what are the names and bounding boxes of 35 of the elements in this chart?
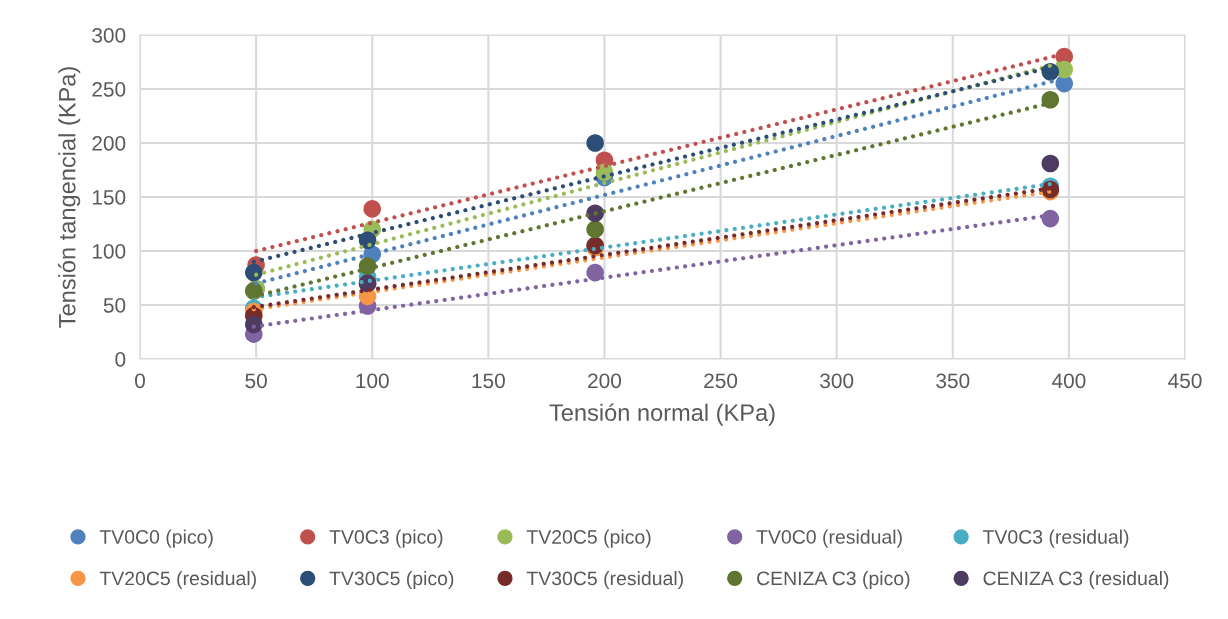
x-tick-label: 300 — [820, 373, 854, 389]
x-tick-label: 0 — [135, 373, 145, 389]
y-tick-label: 100 — [92, 244, 126, 259]
x-tick-label: 450 — [1168, 373, 1202, 389]
legend-label: TV30C5 (residual) — [526, 570, 683, 590]
point — [1041, 154, 1060, 173]
legend-label: TV0C3 (residual) — [982, 529, 1129, 548]
point — [363, 200, 382, 218]
legend-label: CENIZA C3 (residual) — [983, 570, 1169, 590]
y-tick-label: 300 — [92, 28, 126, 43]
y-tick-label: 250 — [92, 82, 126, 97]
x-tick-label: 200 — [588, 373, 622, 389]
legend-label: TV20C5 (residual) — [99, 570, 256, 590]
legend-label: CENIZA C3 (pico) — [757, 570, 910, 590]
legend-label: TV0C0 (pico) — [99, 529, 213, 548]
y-tick-label: 0 — [115, 352, 126, 367]
legend-label: TV30C5 (pico) — [329, 570, 454, 590]
legend-label: TV0C0 (residual) — [756, 529, 902, 548]
y-tick-label: 50 — [103, 298, 126, 313]
point — [586, 134, 604, 152]
x-axis-title: Tensión normal (KPa) — [549, 403, 775, 426]
legend-label: TV20C5 (pico) — [526, 529, 651, 548]
y-tick-label: 200 — [92, 136, 126, 151]
x-tick-label: 350 — [936, 373, 970, 389]
x-tick-label: 250 — [704, 373, 738, 389]
y-tick-label: 150 — [92, 190, 126, 205]
point — [245, 263, 263, 282]
x-tick-label: 400 — [1051, 373, 1086, 389]
legend-label: TV0C3 (pico) — [329, 529, 443, 548]
point — [586, 220, 604, 239]
point — [1041, 91, 1060, 109]
x-tick-label: 50 — [245, 373, 267, 389]
x-tick-label: 100 — [356, 373, 389, 389]
y-axis-title: Tensión tangencial (KPa) — [57, 67, 81, 328]
x-tick-label: 150 — [472, 373, 505, 389]
